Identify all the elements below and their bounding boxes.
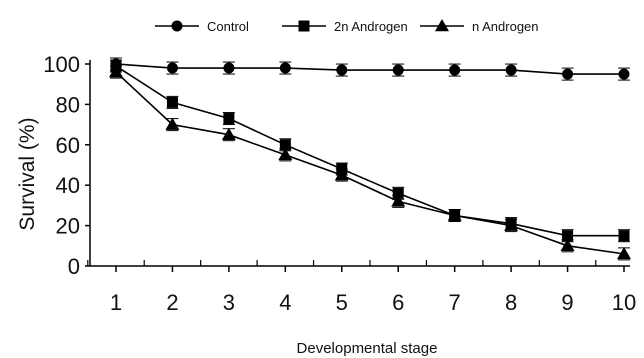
legend-item-n-androgen: n Androgen — [420, 19, 539, 34]
series-layer — [109, 57, 631, 261]
y-tick-label: 100 — [43, 52, 80, 77]
data-point-n-androgen — [391, 194, 406, 207]
data-point-n-androgen — [109, 65, 123, 78]
data-point-n-androgen — [278, 147, 293, 161]
data-point-n-androgen — [504, 218, 519, 231]
data-point-2n-androgen — [392, 187, 404, 199]
x-tick-label: 1 — [110, 290, 122, 315]
legend-marker-triangle — [435, 19, 449, 32]
x-tick-label: 6 — [392, 290, 404, 315]
x-tick-label: 5 — [336, 290, 348, 315]
series-line-n-androgen — [115, 71, 625, 255]
legend-label: Control — [207, 19, 249, 34]
legend: Control 2n Androgen n Androgen — [155, 19, 539, 34]
series-line-control — [115, 63, 624, 75]
data-point-control — [449, 64, 461, 76]
x-tick-label: 7 — [449, 290, 461, 315]
y-tick-label: 0 — [68, 254, 80, 279]
data-point-2n-androgen — [166, 96, 178, 108]
data-point-n-androgen — [334, 168, 349, 181]
data-point-control — [618, 68, 630, 80]
x-tick-label: 3 — [223, 290, 235, 315]
legend-item-2n-androgen: 2n Androgen — [282, 19, 408, 34]
series-2n-androgen — [110, 59, 630, 243]
x-tick-label: 8 — [505, 290, 517, 315]
data-point-control — [336, 64, 348, 76]
legend-label: 2n Androgen — [334, 19, 408, 34]
x-axis-title: Developmental stage — [297, 340, 438, 357]
data-point-n-androgen — [165, 117, 180, 130]
data-point-n-androgen — [221, 127, 236, 140]
legend-marker-square — [298, 20, 310, 32]
data-point-control — [562, 68, 574, 80]
legend-item-control: Control — [155, 19, 249, 34]
data-point-control — [505, 64, 517, 76]
series-control — [110, 57, 630, 81]
y-tick-label: 20 — [56, 214, 80, 239]
y-tick-label: 80 — [56, 92, 80, 117]
axes: 0 20 40 60 80 100 1 2 3 4 5 6 7 8 9 10 — [43, 52, 636, 315]
data-point-2n-androgen — [223, 113, 235, 125]
x-tick-label: 10 — [612, 290, 636, 315]
data-point-control — [166, 62, 178, 74]
data-point-n-androgen — [617, 246, 631, 260]
legend-label: n Androgen — [472, 19, 539, 34]
data-point-2n-androgen — [618, 230, 630, 242]
series-line-2n-androgen — [115, 65, 624, 237]
y-tick-label: 40 — [56, 173, 80, 198]
series-n-androgen — [109, 65, 631, 261]
data-point-2n-androgen — [562, 230, 574, 242]
y-axis-title: Survival (%) — [16, 117, 39, 230]
data-point-control — [279, 62, 291, 74]
data-point-control — [223, 62, 235, 74]
data-point-n-androgen — [447, 208, 462, 221]
data-point-n-androgen — [560, 238, 575, 252]
x-tick-label: 9 — [561, 290, 573, 315]
data-point-2n-androgen — [279, 139, 291, 151]
legend-marker-circle — [171, 20, 183, 32]
x-tick-label: 2 — [166, 290, 178, 315]
x-tick-label: 4 — [279, 290, 291, 315]
data-point-control — [392, 64, 404, 76]
y-tick-label: 60 — [56, 133, 80, 158]
